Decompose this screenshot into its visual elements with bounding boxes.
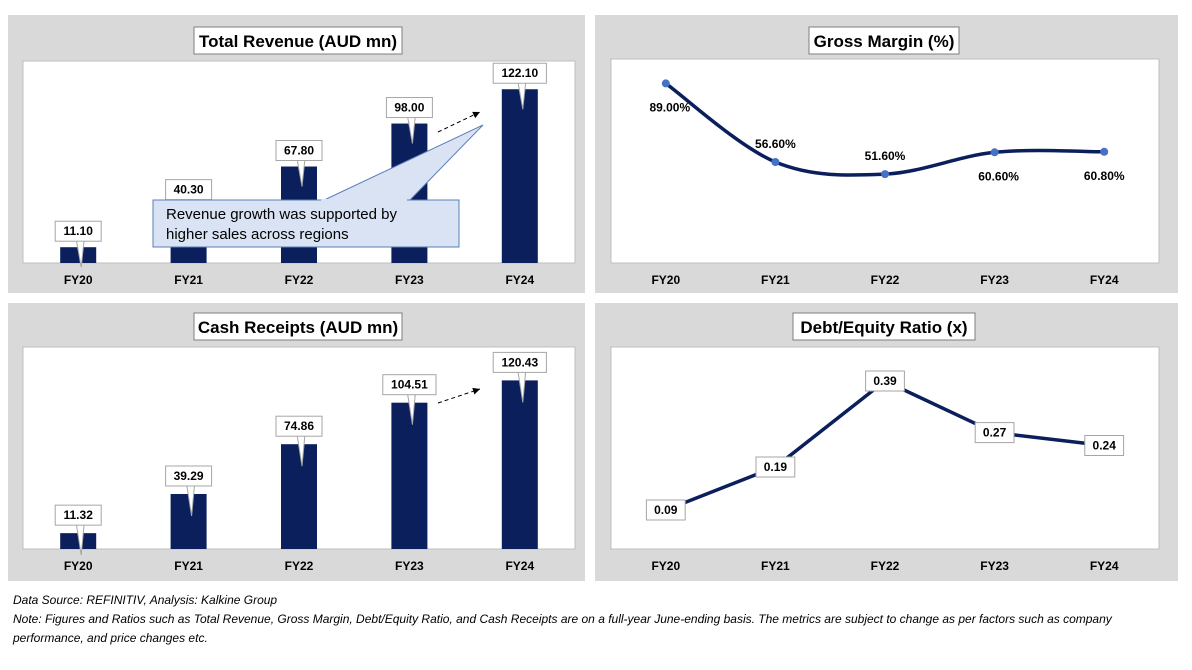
revenue-x-tick-fy21: FY21 — [174, 273, 203, 287]
revenue-value-label-fy20: 11.10 — [64, 224, 94, 238]
revenue-value-label-fy22-box — [275, 140, 323, 162]
cash_receipts-value-label-fy22-box — [275, 415, 323, 437]
cash_receipts-x-tick-fy23: FY23 — [395, 559, 424, 573]
debt-equity-title: Debt/Equity Ratio (x) — [800, 318, 967, 337]
debt-equity-value-label-fy24: 0.24 — [1093, 439, 1117, 453]
gross-margin-chart: Gross Margin (%) FY20 FY21 FY22 FY23 FY24 89.… — [610, 26, 1160, 287]
debt-equity-value-label-fy21-box — [755, 456, 796, 478]
revenue-bar-fy20 — [60, 247, 97, 263]
revenue-panel: Total Revenue (AUD mn) 11.10 40.30 67.80 98… — [8, 15, 585, 293]
revenue-x-tick-fy22: FY22 — [285, 273, 314, 287]
revenue-value-label-fy24: 122.10 — [501, 66, 538, 80]
cash_receipts-value-label-fy24: 120.43 — [501, 355, 538, 369]
cash_receipts-value-label-fy21: 39.29 — [174, 469, 204, 483]
revenue-x-tick-fy20: FY20 — [64, 273, 93, 287]
revenue-value-label-fy21: 40.30 — [174, 183, 204, 197]
gross-margin-value-label-fy22: 51.60% — [865, 149, 906, 163]
cash_receipts-value-label-fy24-box — [492, 351, 547, 373]
debt_equity-x-tick-fy22: FY22 — [871, 559, 900, 573]
debt_equity-x-tick-fy20: FY20 — [651, 559, 680, 573]
cash_receipts-x-tick-fy24: FY24 — [505, 559, 534, 573]
cash-receipts-chart: Cash Receipts (AUD mn) 11.32 39.29 74.86 10… — [22, 312, 576, 573]
debt-equity-value-label-fy21: 0.19 — [764, 460, 788, 474]
debt_equity-x-tick-fy23: FY23 — [980, 559, 1009, 573]
cash-receipts-growth-arrow — [437, 388, 481, 404]
gross_margin-x-tick-fy21: FY21 — [761, 273, 790, 287]
debt-equity-value-label-fy20-box — [645, 499, 686, 521]
cash_receipts-x-tick-fy22: FY22 — [285, 559, 314, 573]
gross-margin-value-label-fy24: 60.80% — [1084, 169, 1125, 183]
debt-equity-value-label-fy23: 0.27 — [983, 426, 1007, 440]
debt-equity-value-label-fy23-box — [974, 422, 1015, 444]
cash_receipts-value-label-fy22: 74.86 — [284, 419, 314, 433]
revenue-bar-fy24 — [501, 89, 538, 263]
gross_margin-marker-fy21 — [771, 157, 780, 166]
revenue-value-label-fy23: 98.00 — [394, 101, 424, 115]
cash_receipts-value-label-fy21-box — [165, 465, 213, 487]
revenue-growth-arrow — [437, 111, 481, 133]
gross_margin-x-tick-fy24: FY24 — [1090, 273, 1119, 287]
gross_margin-marker-fy22 — [881, 170, 889, 179]
gross-margin-value-label-fy20: 89.00% — [649, 100, 690, 114]
cash-receipts-growth-arrow-head — [472, 387, 480, 395]
gross_margin-marker-fy20 — [661, 79, 670, 88]
debt_equity-x-tick-fy21: FY21 — [761, 559, 790, 573]
cash_receipts-bar-fy21 — [170, 493, 207, 549]
cash_receipts-x-tick-fy20: FY20 — [64, 559, 93, 573]
debt-equity-chart: Debt/Equity Ratio (x) FY20 FY21 FY22 FY23 FY… — [610, 312, 1160, 573]
debt_equity-x-tick-fy24: FY24 — [1090, 559, 1119, 573]
revenue-growth-arrow-head — [472, 111, 480, 119]
gross-margin-panel: Gross Margin (%) FY20 FY21 FY22 FY23 FY24 89.… — [595, 15, 1178, 293]
gross-margin-title: Gross Margin (%) — [814, 32, 955, 51]
revenue-value-label-fy23-box — [385, 97, 433, 119]
cash_receipts-x-tick-fy21: FY21 — [174, 559, 203, 573]
cash_receipts-value-label-fy23-box — [382, 374, 437, 396]
revenue-chart: Total Revenue (AUD mn) 11.10 40.30 67.80 98… — [22, 26, 576, 287]
revenue-annotation-text: Revenue growth was supported by higher sa… — [166, 206, 397, 243]
cash_receipts-value-label-fy20-box — [54, 504, 102, 526]
revenue-x-tick-fy23: FY23 — [395, 273, 424, 287]
debt-equity-value-label-fy22: 0.39 — [873, 374, 897, 388]
gross_margin-x-tick-fy22: FY22 — [871, 273, 900, 287]
cash_receipts-bar-fy23 — [391, 402, 428, 549]
revenue-value-label-fy20-box — [54, 220, 102, 242]
debt-equity-panel: Debt/Equity Ratio (x) FY20 FY21 FY22 FY23 FY… — [595, 303, 1178, 581]
footnote-line-2: performance, and price changes etc. — [13, 631, 208, 645]
cash_receipts-bar-fy22 — [281, 444, 317, 549]
revenue-value-label-fy22: 67.80 — [284, 144, 314, 158]
cash_receipts-value-label-fy23: 104.51 — [391, 378, 428, 392]
footnote-line-1: Note: Figures and Ratios such as Total R… — [13, 612, 1112, 626]
gross_margin-marker-fy24 — [1100, 147, 1109, 156]
cash_receipts-value-label-fy20: 11.32 — [64, 508, 94, 522]
cash_receipts-bar-fy24 — [501, 380, 538, 549]
gross_margin-x-tick-fy23: FY23 — [980, 273, 1009, 287]
gross_margin-marker-fy23 — [990, 148, 999, 157]
gross_margin-x-tick-fy20: FY20 — [651, 273, 680, 287]
revenue-x-tick-fy24: FY24 — [505, 273, 534, 287]
debt-equity-value-label-fy20: 0.09 — [654, 503, 678, 517]
debt-equity-value-label-fy24-box — [1084, 435, 1125, 456]
gross-margin-value-label-fy21: 56.60% — [755, 137, 796, 151]
revenue-title: Total Revenue (AUD mn) — [199, 32, 397, 51]
revenue-value-label-fy24-box — [492, 62, 547, 84]
debt-equity-value-label-fy22-box — [865, 370, 905, 392]
revenue-annotation-box — [152, 199, 460, 248]
cash-receipts-title: Cash Receipts (AUD mn) — [198, 318, 398, 337]
gross-margin-value-label-fy23: 60.60% — [978, 169, 1019, 183]
cash-receipts-panel: Cash Receipts (AUD mn) 11.32 39.29 74.86 10… — [8, 303, 585, 581]
cash_receipts-bar-fy20 — [60, 533, 97, 549]
data-source-note: Data Source: REFINITIV, Analysis: Kalkin… — [13, 593, 278, 607]
